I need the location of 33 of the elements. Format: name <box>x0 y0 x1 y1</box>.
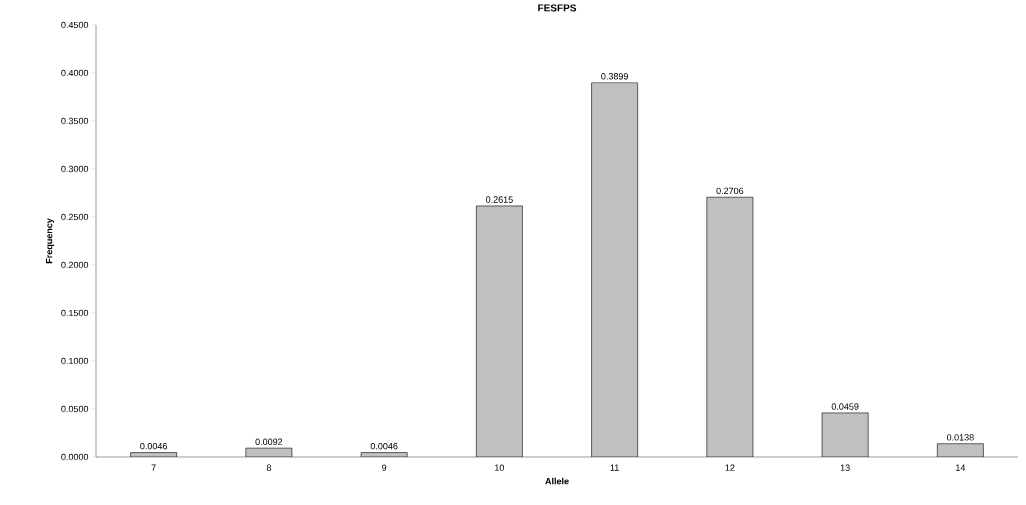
x-tick-label: 11 <box>610 464 619 471</box>
data-label: 0.0046 <box>370 442 398 450</box>
y-tick-label: 0.0000 <box>61 453 89 461</box>
x-tick-label: 7 <box>151 464 156 471</box>
bar <box>822 412 869 457</box>
x-tick-label: 9 <box>382 464 387 471</box>
y-tick-label: 0.2500 <box>61 213 89 221</box>
y-tick-label: 0.3500 <box>61 117 89 125</box>
y-tick-label: 0.2000 <box>61 261 89 269</box>
data-label: 0.0046 <box>140 442 167 450</box>
y-tick-label: 0.4000 <box>61 69 89 77</box>
data-label: 0.2615 <box>485 196 513 203</box>
data-label: 0.0138 <box>946 434 974 441</box>
data-label: 0.0092 <box>255 438 283 445</box>
y-tick-label: 0.1000 <box>61 357 89 365</box>
y-tick-label: 0.1500 <box>61 309 89 317</box>
x-axis-title: Allele <box>545 477 569 485</box>
chart-title: FESFPS <box>538 4 577 12</box>
x-tick-label: 10 <box>495 464 505 471</box>
y-tick-label: 0.3000 <box>61 165 89 173</box>
x-tick-label: 14 <box>956 464 966 471</box>
x-tick-label: 8 <box>266 464 271 471</box>
data-label: 0.2706 <box>716 187 744 195</box>
bar <box>476 205 523 457</box>
y-axis-title: Frequency <box>46 218 55 264</box>
bar <box>591 82 638 457</box>
x-tick-label: 13 <box>840 464 850 471</box>
y-tick-label: 0.4500 <box>61 21 89 29</box>
y-tick-label: 0.0500 <box>61 405 89 413</box>
data-label: 0.3899 <box>601 73 628 80</box>
bar <box>706 197 753 457</box>
data-label: 0.0459 <box>831 403 859 410</box>
x-tick-label: 12 <box>725 464 735 471</box>
